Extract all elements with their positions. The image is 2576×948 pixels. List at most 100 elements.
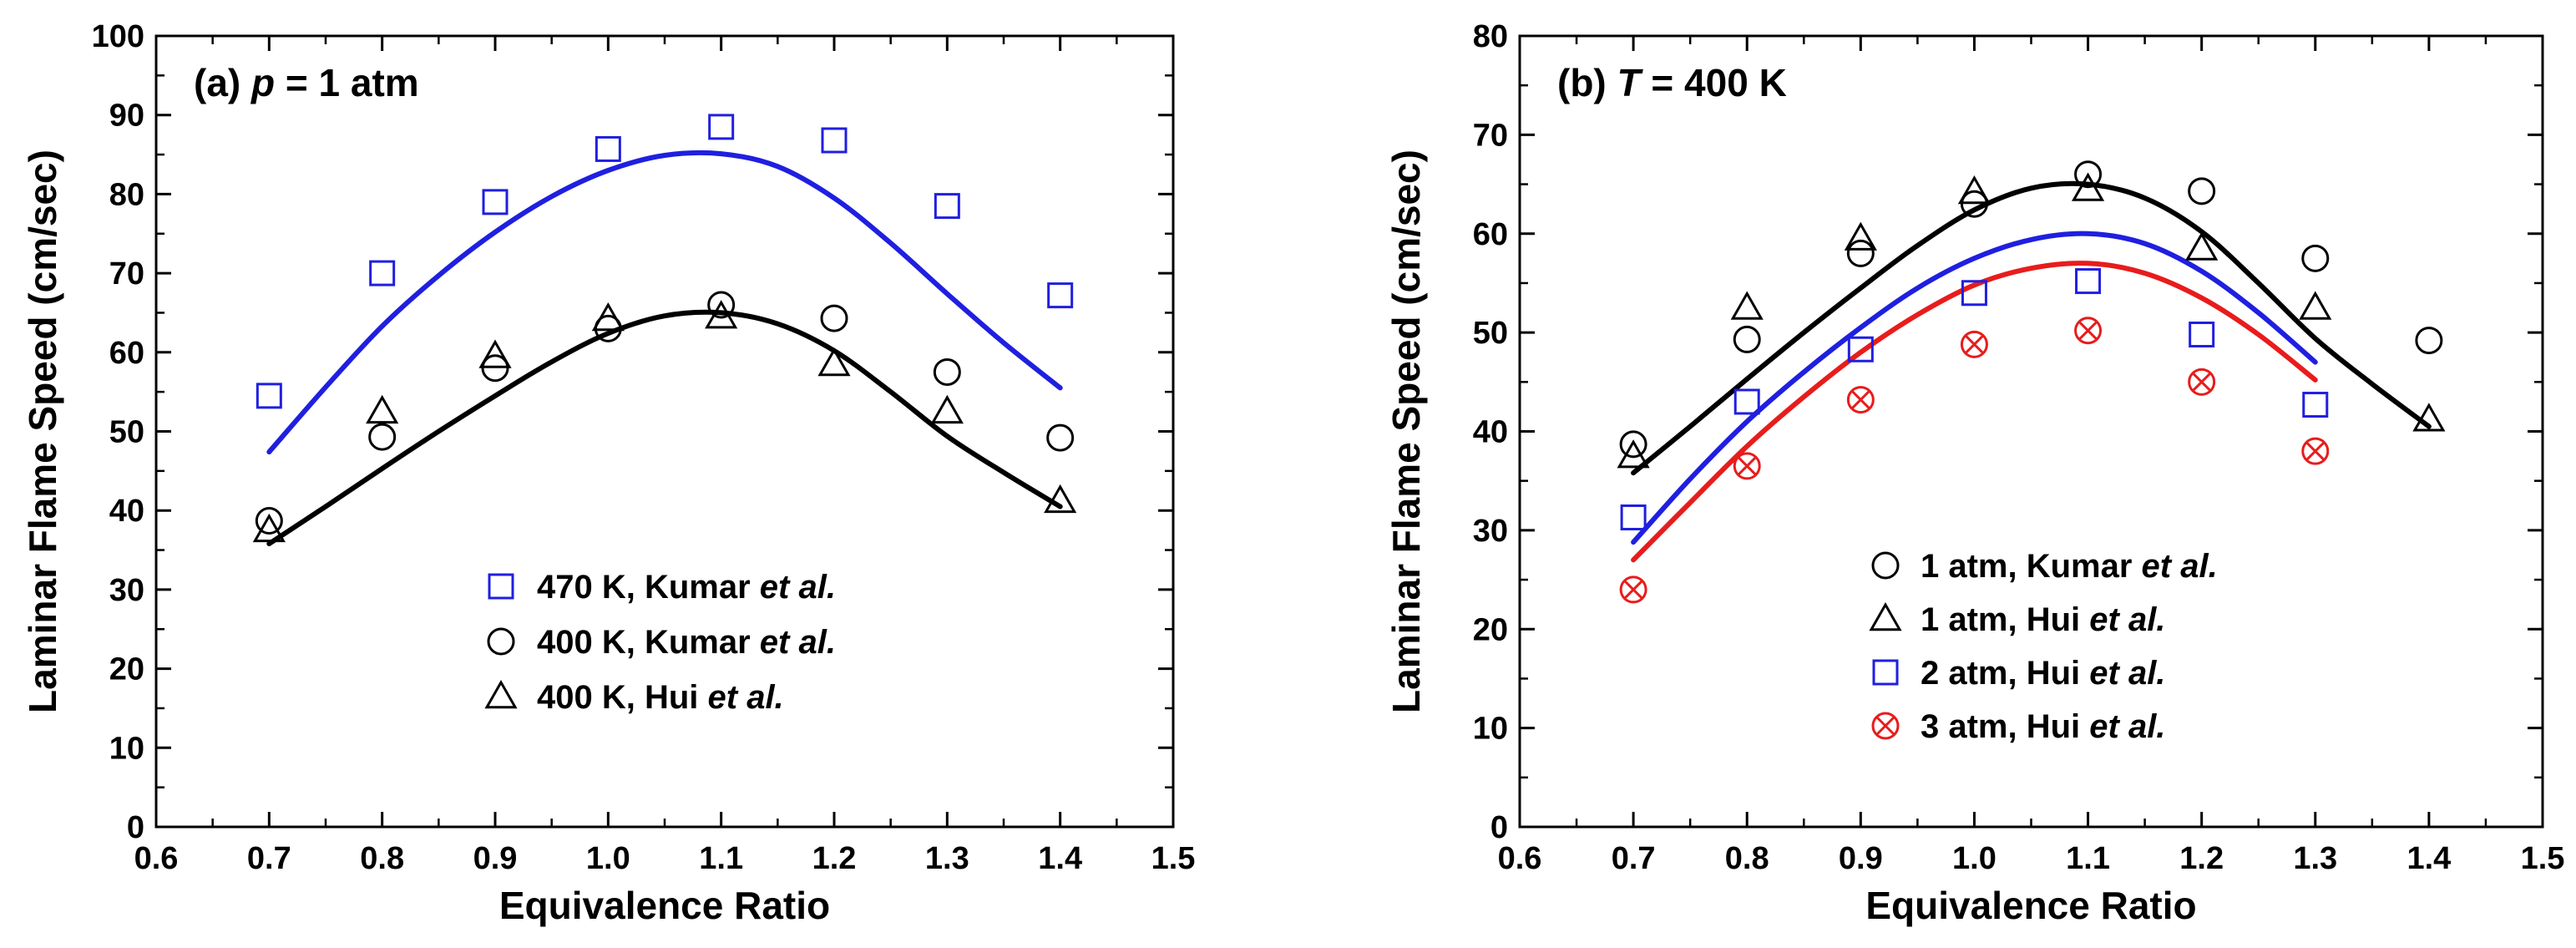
data-point xyxy=(2415,327,2443,355)
data-point xyxy=(366,394,399,424)
data-point xyxy=(2074,317,2103,345)
data-point xyxy=(2074,160,2103,189)
series-square xyxy=(256,114,1074,409)
legend-marker xyxy=(1871,712,1900,740)
legend-label-name: 470 K, Kumar xyxy=(537,569,760,606)
data-point xyxy=(369,260,396,286)
legend-label-name: 3 atm, Hui xyxy=(1921,708,2089,745)
panel-label-prefix: (a) xyxy=(194,61,251,104)
marker-circle xyxy=(1960,330,1988,358)
x-tick-label: 1.1 xyxy=(2066,841,2110,876)
curve-line xyxy=(266,309,1063,546)
data-point xyxy=(368,423,397,451)
data-point xyxy=(1730,291,1764,320)
y-tick-label: 40 xyxy=(1473,415,1508,450)
data-point xyxy=(2302,392,2329,418)
curve-line xyxy=(1631,261,2318,563)
panel-label: (a) p = 1 atm xyxy=(194,61,419,104)
series-circle-x xyxy=(1619,317,2330,604)
legend-label-italic: et al. xyxy=(708,679,784,716)
y-tick-label: 40 xyxy=(109,494,144,529)
legend-label: 400 K, Hui et al. xyxy=(537,679,784,716)
y-tick-label: 80 xyxy=(1473,19,1508,54)
data-point xyxy=(1619,430,1647,459)
legend-label: 1 atm, Hui et al. xyxy=(1921,601,2165,638)
legend-marker xyxy=(488,573,514,600)
data-point xyxy=(256,383,282,409)
y-tick-label: 20 xyxy=(1473,612,1508,647)
data-point xyxy=(1733,325,1761,353)
panel-label: (b) T = 400 K xyxy=(1557,61,1787,104)
y-tick-label: 70 xyxy=(1473,118,1508,153)
data-point xyxy=(1957,175,1991,205)
panel-label-variable: p xyxy=(250,61,275,104)
data-point xyxy=(1844,221,1877,251)
curve-line xyxy=(1631,231,2318,545)
legend-marker xyxy=(1869,601,1902,631)
marker-circle xyxy=(1733,452,1761,480)
data-point xyxy=(2185,231,2219,261)
marker-circle xyxy=(1846,386,1875,414)
data-point xyxy=(820,304,848,332)
data-point xyxy=(821,127,848,154)
marker-cross-line xyxy=(1964,334,1985,354)
marker-circle xyxy=(2188,368,2216,396)
data-point xyxy=(2075,268,2102,295)
y-tick-label: 80 xyxy=(109,177,144,212)
legend: 1 atm, Kumar et al. 1 atm, Hui et al. 2 at… xyxy=(1869,548,2218,745)
x-tick-label: 1.1 xyxy=(699,841,743,876)
data-point xyxy=(252,513,286,543)
data-point xyxy=(1846,386,1875,414)
data-point xyxy=(705,300,738,329)
data-point xyxy=(2301,244,2330,272)
marker-cross-line xyxy=(1623,580,1643,600)
legend-marker xyxy=(484,679,518,709)
marker-cross-line xyxy=(1737,456,1757,476)
y-tick-label: 50 xyxy=(1473,316,1508,351)
data-point xyxy=(591,302,625,332)
y-tick-label: 0 xyxy=(127,810,144,845)
data-point xyxy=(933,357,961,386)
y-tick-label: 10 xyxy=(109,731,144,766)
curve-line xyxy=(266,150,1063,455)
marker-cross-line xyxy=(2192,372,2212,392)
legend-marker xyxy=(1872,659,1899,686)
legend-label: 400 K, Kumar et al. xyxy=(537,624,836,661)
data-point xyxy=(478,339,512,368)
y-tick-label: 50 xyxy=(109,415,144,450)
series-triangle xyxy=(252,300,1077,543)
data-point xyxy=(2299,291,2332,320)
legend-label: 1 atm, Kumar et al. xyxy=(1921,548,2218,585)
data-point xyxy=(2188,177,2216,205)
data-point xyxy=(1733,388,1760,415)
marker-cross-line xyxy=(2305,441,2325,461)
marker-circle xyxy=(2074,317,2103,345)
legend-label-italic: et al. xyxy=(2089,655,2165,692)
data-point xyxy=(930,394,964,424)
x-tick-label: 0.8 xyxy=(360,841,404,876)
legend-label: 2 atm, Hui et al. xyxy=(1921,655,2165,692)
data-point xyxy=(934,193,960,220)
legend-label-name: 2 atm, Hui xyxy=(1921,655,2089,692)
y-tick-label: 90 xyxy=(109,99,144,134)
marker-circle xyxy=(2301,437,2330,465)
series-triangle xyxy=(1617,172,2446,469)
data-point xyxy=(1046,423,1075,452)
y-tick-label: 20 xyxy=(109,652,144,687)
data-point xyxy=(1620,504,1647,530)
data-point xyxy=(2412,403,2446,432)
curve-line xyxy=(1631,180,2432,476)
legend-label-italic: et al. xyxy=(760,624,836,661)
x-axis-label: Equivalence Ratio xyxy=(499,884,830,927)
legend-label-italic: et al. xyxy=(2142,548,2218,585)
y-tick-label: 100 xyxy=(92,19,144,54)
legend-marker xyxy=(487,627,515,656)
y-tick-label: 30 xyxy=(109,573,144,608)
marker-circle xyxy=(1871,712,1900,740)
x-axis-label: Equivalence Ratio xyxy=(1865,884,2196,927)
x-tick-label: 0.9 xyxy=(473,841,518,876)
y-axis-label: Laminar Flame Speed (cm/sec) xyxy=(1384,150,1428,713)
legend-label-italic: et al. xyxy=(2089,708,2165,745)
legend-label-name: 400 K, Kumar xyxy=(537,624,760,661)
chart-panel-a: 0.6 0.7 0.8 0.9 1.0 1.1 1.2 1.3 1.4 1.5 0 10 20 30 40 5… xyxy=(21,19,1195,927)
